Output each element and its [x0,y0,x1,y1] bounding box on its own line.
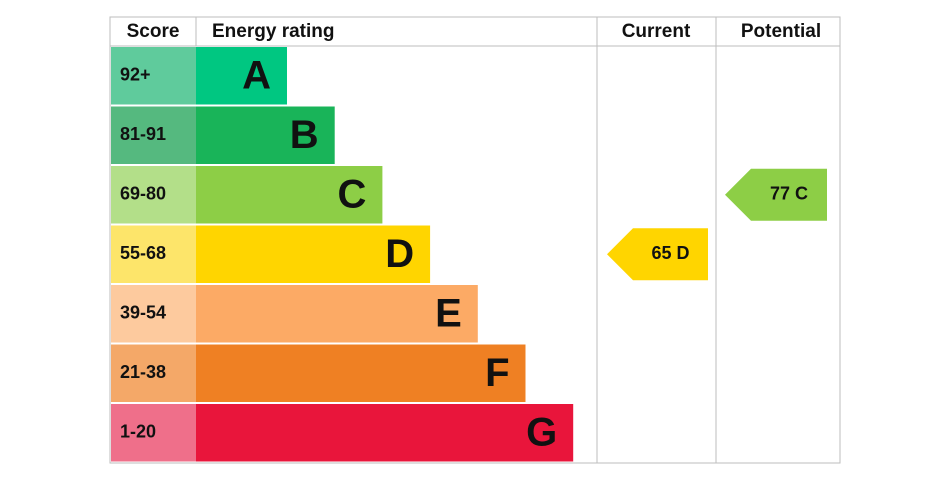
score-label: 92+ [120,65,151,85]
rating-letter: G [526,410,557,454]
score-cell [111,225,196,283]
score-cell [111,166,196,224]
current-arrow [607,228,708,281]
rating-letter: B [290,113,319,157]
rating-letter: E [435,291,462,335]
rating-bar [196,225,431,283]
current-label: 65 D [651,243,689,263]
rating-bar [196,404,574,462]
potential-label: 77 C [770,184,808,204]
score-label: 69-80 [120,184,166,204]
rating-letter: C [338,172,367,216]
score-cell [111,106,196,164]
score-label: 39-54 [120,303,166,323]
score-label: 55-68 [120,243,166,263]
header-rating: Energy rating [212,21,334,42]
rating-letter: A [242,53,271,97]
score-label: 1-20 [120,422,156,442]
header-current: Current [622,21,691,42]
header-score: Score [127,21,180,42]
score-cell [111,47,196,105]
rating-letter: D [385,232,414,276]
score-label: 81-91 [120,124,166,144]
rating-letter: F [485,351,509,395]
rating-bar [196,285,478,343]
score-cell [111,404,196,462]
header-potential: Potential [741,21,821,42]
score-cell [111,285,196,343]
rating-bar [196,106,335,164]
rating-bar [196,166,383,224]
rating-bar [196,344,526,402]
score-label: 21-38 [120,362,166,382]
potential-arrow [725,168,827,221]
rating-bar [196,47,287,105]
score-cell [111,344,196,402]
